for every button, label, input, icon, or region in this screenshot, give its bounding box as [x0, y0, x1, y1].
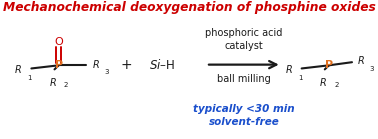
- Text: +: +: [121, 58, 132, 72]
- Text: phosphoric acid
catalyst: phosphoric acid catalyst: [205, 28, 282, 51]
- Text: 3: 3: [104, 70, 108, 75]
- Text: R: R: [93, 60, 99, 70]
- Text: typically <30 min
solvent-free: typically <30 min solvent-free: [193, 104, 294, 127]
- Text: R: R: [319, 78, 326, 88]
- Text: P: P: [54, 60, 63, 70]
- Text: P: P: [325, 60, 333, 70]
- Text: ball milling: ball milling: [217, 74, 271, 84]
- Text: R: R: [49, 78, 56, 88]
- Text: Mechanochemical deoxygenation of phosphine oxides: Mechanochemical deoxygenation of phosphi…: [3, 1, 375, 14]
- Text: O: O: [54, 37, 63, 47]
- Text: 3: 3: [369, 66, 373, 72]
- Text: 1: 1: [298, 75, 302, 81]
- Text: 1: 1: [28, 75, 32, 81]
- Text: R: R: [285, 65, 292, 75]
- Text: R: R: [15, 65, 22, 75]
- Text: R: R: [358, 56, 364, 66]
- Text: 2: 2: [334, 82, 339, 88]
- Text: $\it{Si}$–H: $\it{Si}$–H: [149, 58, 176, 72]
- Text: 2: 2: [64, 82, 68, 88]
